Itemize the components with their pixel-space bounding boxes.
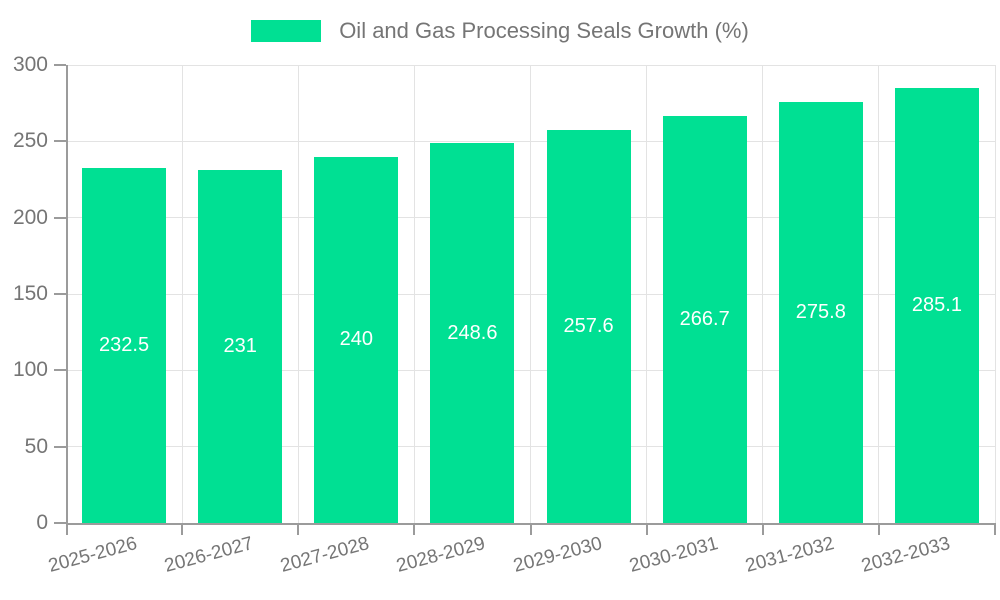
y-axis-line	[66, 65, 68, 523]
bar-value-label: 285.1	[911, 293, 962, 316]
x-axis-tick	[645, 523, 648, 535]
gridline-vertical	[878, 65, 880, 523]
gridline-vertical	[297, 65, 299, 523]
x-axis-tick	[529, 523, 532, 535]
y-axis-tick	[54, 216, 66, 219]
bar-value-label: 240	[339, 328, 373, 351]
gridline-vertical	[994, 65, 996, 523]
x-axis-tick	[413, 523, 416, 535]
bar[interactable]: 231	[198, 170, 283, 523]
y-axis-tick-label: 250	[12, 129, 48, 153]
gridline-vertical	[762, 65, 764, 523]
bar-value-label: 275.8	[795, 300, 846, 323]
bar-value-label: 248.6	[447, 321, 498, 344]
y-axis-tick	[54, 522, 66, 524]
bar[interactable]: 266.7	[662, 115, 747, 523]
y-axis-tick	[54, 140, 66, 143]
y-axis-tick-label: 300	[12, 53, 48, 76]
y-axis-tick-label: 200	[12, 205, 48, 229]
legend[interactable]: Oil and Gas Processing Seals Growth (%)	[0, 18, 1000, 44]
y-axis-tick-label: 0	[36, 511, 48, 534]
y-axis-tick	[54, 445, 66, 448]
bar[interactable]: 240	[314, 156, 399, 523]
y-axis-tick-label: 100	[12, 358, 48, 382]
bar-value-label: 257.6	[563, 314, 614, 337]
x-axis-tick	[181, 523, 184, 535]
y-axis-tick	[54, 64, 66, 66]
x-axis-tick	[66, 523, 68, 535]
y-axis-tick-label: 150	[12, 282, 48, 305]
legend-swatch	[251, 20, 322, 42]
bar[interactable]: 275.8	[778, 101, 863, 523]
bar[interactable]: 285.1	[894, 87, 979, 523]
y-axis-tick	[54, 293, 66, 295]
x-axis-tick	[994, 523, 996, 535]
gridline-vertical	[181, 65, 183, 523]
gridline-vertical	[413, 65, 415, 523]
bar[interactable]: 232.5	[82, 168, 167, 523]
bar[interactable]: 248.6	[430, 143, 515, 523]
gridline-vertical	[530, 65, 531, 523]
x-axis-tick	[761, 523, 764, 535]
bar-value-label: 231	[223, 335, 257, 358]
y-axis-tick	[54, 369, 66, 372]
bar-value-label: 266.7	[679, 307, 730, 330]
plot-area: 0 50 100 150 200 250 300 232.5 2025-2026 231 2026-…	[13, 54, 996, 577]
x-axis-line	[66, 523, 995, 525]
x-axis-tick	[877, 523, 880, 535]
bar-value-label: 232.5	[99, 334, 150, 357]
legend-label: Oil and Gas Processing Seals Growth (%)	[339, 18, 749, 43]
x-axis-tick	[297, 523, 300, 535]
bar[interactable]: 257.6	[546, 129, 631, 523]
gridline-vertical	[646, 65, 648, 523]
y-axis-tick-label: 50	[24, 434, 48, 458]
